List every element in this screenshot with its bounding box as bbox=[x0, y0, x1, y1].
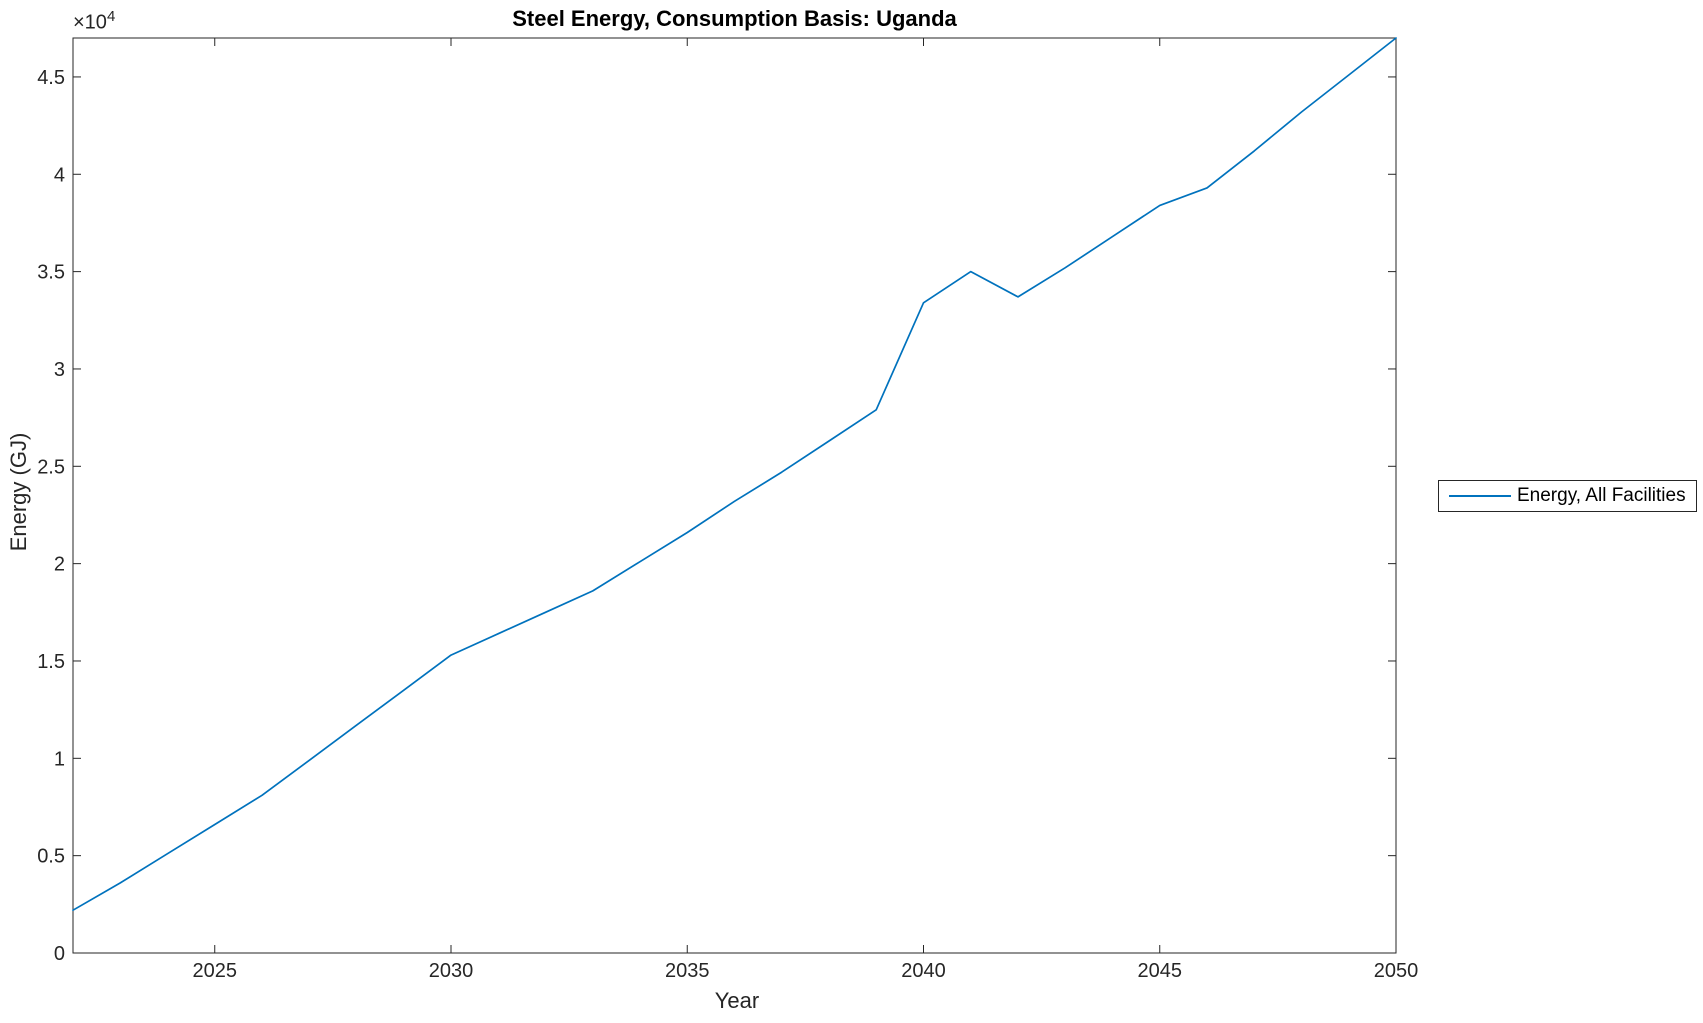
y-tick-label: 4.5 bbox=[37, 67, 65, 89]
y-tick-label: 0.5 bbox=[37, 846, 65, 868]
x-tick-label: 2025 bbox=[193, 960, 238, 982]
y-tick-label: 3 bbox=[54, 359, 65, 381]
x-tick-label: 2050 bbox=[1374, 960, 1419, 982]
y-axis-multiplier-exponent: 4 bbox=[106, 8, 116, 25]
chart-title: Steel Energy, Consumption Basis: Uganda bbox=[512, 6, 957, 31]
y-axis-multiplier: ×104 bbox=[73, 8, 115, 35]
legend-line-sample bbox=[1449, 495, 1511, 497]
y-tick-label: 1 bbox=[54, 748, 65, 770]
series-line bbox=[72, 37, 1397, 912]
y-axis-label: Energy (GJ) bbox=[6, 432, 31, 552]
plot-border bbox=[72, 37, 1397, 954]
y-tick-label: 2 bbox=[54, 554, 65, 576]
y-tick-label: 0 bbox=[54, 943, 65, 965]
y-tick-label: 4 bbox=[54, 164, 65, 186]
y-tick-label: 1.5 bbox=[37, 651, 65, 673]
x-tick-label: 2030 bbox=[429, 960, 474, 982]
legend-entry-label: Energy, All Facilities bbox=[1517, 485, 1686, 506]
y-axis-multiplier-base: ×10 bbox=[73, 11, 107, 34]
x-axis-label: Year bbox=[714, 988, 760, 1013]
legend: Energy, All Facilities bbox=[1438, 480, 1697, 512]
x-tick-label: 2035 bbox=[665, 960, 710, 982]
x-tick-label: 2040 bbox=[901, 960, 946, 982]
y-tick-label: 2.5 bbox=[37, 456, 65, 478]
x-tick-label: 2045 bbox=[1138, 960, 1183, 982]
y-tick-label: 3.5 bbox=[37, 262, 65, 284]
